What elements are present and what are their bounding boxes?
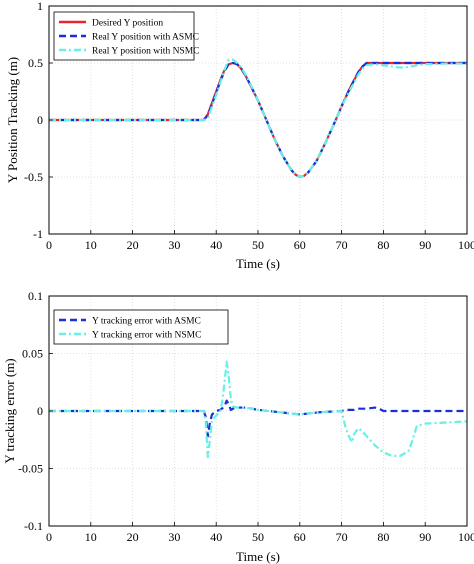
x-tick-label: 100 (458, 530, 474, 544)
x-tick-label: 70 (336, 530, 348, 544)
x-tick-label: 100 (458, 238, 474, 252)
chart-y-position-tracking: 0 10 20 30 40 50 60 70 80 90 100 -1 -0.5 0 0.5 1 Time (… (5, 0, 474, 271)
y-tick-label: -0.05 (18, 462, 43, 476)
legend: Y tracking error with ASMC Y tracking err… (53, 309, 229, 345)
x-axis-label: Time (s) (236, 256, 280, 271)
y-tick-label: -0.1 (24, 519, 43, 533)
x-tick-label: 70 (336, 238, 348, 252)
x-tick-label: 20 (127, 238, 139, 252)
legend-box (53, 309, 229, 345)
x-tick-label: 80 (377, 238, 389, 252)
y-axis-label: Y tracking error (m) (2, 358, 17, 463)
legend-entry: Y tracking error with NSMC (92, 331, 201, 341)
x-tick-label: 60 (294, 238, 306, 252)
x-tick-label: 40 (210, 530, 222, 544)
chart-y-tracking-error: 0 10 20 30 40 50 60 70 80 90 100-0.1-0.0500.050.1 … (2, 289, 474, 564)
legend: Desired Y position Real Y position with A… (53, 11, 200, 61)
y-axis-label: Y Position Tracking (m) (5, 57, 20, 183)
x-tick-label: 80 (377, 530, 389, 544)
x-tick-label: 50 (252, 530, 264, 544)
x-axis-label: Time (s) (236, 549, 280, 564)
legend-entry: Y tracking error with ASMC (92, 317, 201, 327)
x-tick-label: 30 (168, 530, 180, 544)
y-tick-label: 0 (37, 113, 43, 127)
y-tick-label: 0.5 (28, 56, 43, 70)
series-line-2 (49, 360, 468, 459)
x-tick-label: 90 (419, 530, 431, 544)
y-tick-label: -1 (33, 227, 43, 241)
x-tick-label: 30 (168, 238, 180, 252)
series-line-2 (49, 61, 467, 179)
legend-entry: Real Y position with ASMC (92, 33, 199, 43)
x-tick-label: 60 (294, 530, 306, 544)
x-tick-label: 0 (46, 530, 52, 544)
x-tick-label: 10 (85, 238, 97, 252)
legend-entry: Real Y position with NSMC (92, 47, 200, 57)
y-tick-label: 0 (37, 404, 43, 418)
legend-entry: Desired Y position (92, 19, 163, 29)
y-tick-label: 0.05 (22, 347, 43, 361)
x-tick-label: 20 (127, 530, 139, 544)
y-tick-label: 0.1 (28, 289, 43, 303)
x-tick-label: 10 (85, 530, 97, 544)
y-tick-label: 1 (37, 0, 43, 13)
series-line-3 (49, 58, 467, 179)
x-tick-label: 0 (46, 238, 52, 252)
y-tick-label: -0.5 (24, 170, 43, 184)
x-tick-label: 40 (210, 238, 222, 252)
legend-box (53, 11, 195, 61)
x-tick-label: 90 (419, 238, 431, 252)
x-tick-label: 50 (252, 238, 264, 252)
